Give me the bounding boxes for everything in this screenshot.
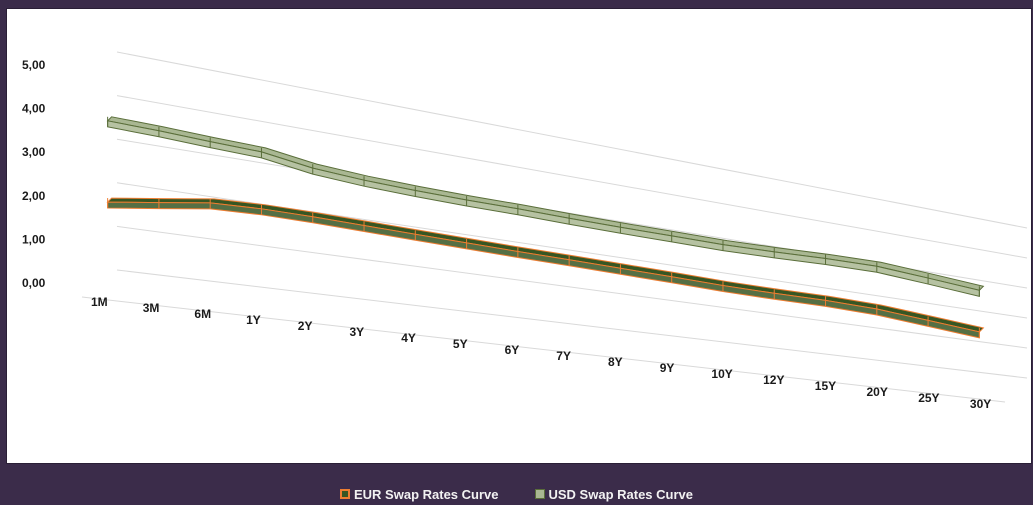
x-tick-label: 15Y xyxy=(815,379,836,393)
series-ribbon-front xyxy=(107,201,980,339)
gridline xyxy=(116,95,1028,259)
gridline xyxy=(116,269,1028,379)
legend: EUR Swap Rates Curve USD Swap Rates Curv… xyxy=(0,484,1033,504)
x-tick-label: 8Y xyxy=(608,355,623,369)
x-tick-label: 12Y xyxy=(763,373,784,387)
legend-label-eur: EUR Swap Rates Curve xyxy=(354,486,499,502)
y-axis-ticks: 0,00 1,00 2,00 3,00 4,00 5,00 xyxy=(22,58,46,290)
y-tick-label: 3,00 xyxy=(22,145,46,159)
x-tick-label: 3M xyxy=(143,301,160,315)
x-tick-label: 2Y xyxy=(298,319,313,333)
gridline xyxy=(116,51,1028,229)
legend-swatch-eur xyxy=(340,489,350,499)
x-tick-label: 5Y xyxy=(453,337,468,351)
floor-line xyxy=(81,296,1006,403)
gridlines xyxy=(81,51,1028,403)
x-tick-label: 6Y xyxy=(505,343,520,357)
x-tick-label: 9Y xyxy=(660,361,675,375)
x-tick-label: 10Y xyxy=(711,367,732,381)
x-axis-ticks: 1M 3M 6M 1Y 2Y 3Y 4Y 5Y 6Y 7Y 8Y 9Y 10Y 12Y 15Y 20Y 25Y 3… xyxy=(91,295,991,411)
y-tick-label: 2,00 xyxy=(22,189,46,203)
x-tick-label: 1Y xyxy=(246,313,261,327)
x-tick-label: 20Y xyxy=(867,385,888,399)
x-tick-label: 25Y xyxy=(918,391,939,405)
legend-item-eur[interactable]: EUR Swap Rates Curve xyxy=(340,484,499,504)
x-tick-label: 4Y xyxy=(401,331,416,345)
x-tick-label: 3Y xyxy=(350,325,365,339)
chart-frame xyxy=(6,8,1032,464)
series-usd xyxy=(106,116,985,297)
y-tick-label: 0,00 xyxy=(22,276,46,290)
series-layer xyxy=(106,116,985,339)
y-tick-label: 1,00 xyxy=(22,232,46,246)
legend-label-usd: USD Swap Rates Curve xyxy=(548,486,694,502)
gridline xyxy=(116,225,1028,349)
series-eur xyxy=(106,197,985,339)
x-tick-label: 1M xyxy=(91,295,108,309)
legend-swatch-usd xyxy=(534,489,545,499)
x-tick-label: 6M xyxy=(194,307,211,321)
chart-plot: 0,00 1,00 2,00 3,00 4,00 5,00 1M 3M 6M 1Y 2Y 3Y 4Y 5… xyxy=(22,51,1028,411)
x-tick-label: 30Y xyxy=(970,397,991,411)
x-tick-label: 7Y xyxy=(556,349,571,363)
legend-item-usd[interactable]: USD Swap Rates Curve xyxy=(534,484,694,504)
y-tick-label: 4,00 xyxy=(22,102,46,116)
y-tick-label: 5,00 xyxy=(22,58,46,72)
